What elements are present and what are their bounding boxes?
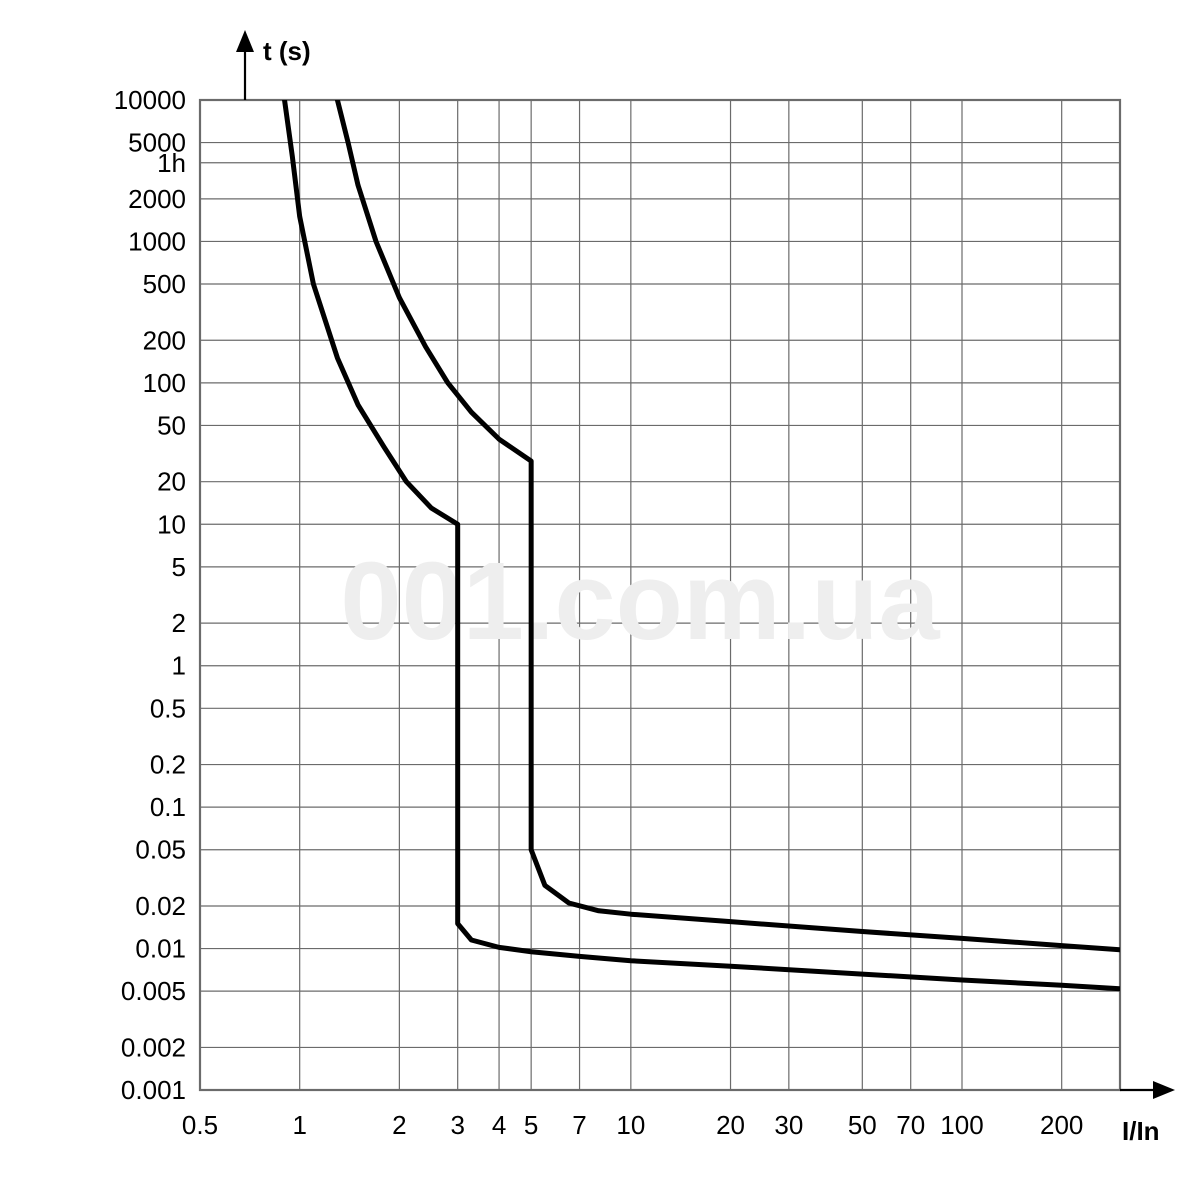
y-tick-label: 2000 — [128, 184, 186, 214]
y-tick-label: 10 — [157, 509, 186, 539]
y-axis-title: t (s) — [263, 36, 311, 66]
x-tick-label: 3 — [450, 1110, 464, 1140]
y-tick-label: 50 — [157, 410, 186, 440]
x-tick-label: 2 — [392, 1110, 406, 1140]
x-axis-title: I/In — [1122, 1116, 1160, 1146]
y-tick-label: 1 — [172, 651, 186, 681]
x-tick-label: 70 — [896, 1110, 925, 1140]
y-tick-label: 0.01 — [135, 934, 186, 964]
y-tick-label: 500 — [143, 269, 186, 299]
y-tick-label: 0.2 — [150, 750, 186, 780]
x-tick-label: 5 — [524, 1110, 538, 1140]
trip-curve-chart: t (s) I/In 0.001 0.002 0.005 0.01 0.02 0.05 0.1 0… — [0, 0, 1200, 1200]
x-tick-label: 100 — [940, 1110, 983, 1140]
x-tick-label: 4 — [492, 1110, 506, 1140]
x-tick-label: 10 — [616, 1110, 645, 1140]
y-tick-label: 5 — [172, 552, 186, 582]
watermark-text: 001.com.ua — [340, 540, 940, 663]
x-tick-label: 0.5 — [182, 1110, 218, 1140]
y-tick-label: 20 — [157, 467, 186, 497]
x-tick-label: 1 — [292, 1110, 306, 1140]
y-tick-label: 0.02 — [135, 891, 186, 921]
y-tick-label: 10000 — [114, 85, 186, 115]
chart-canvas: t (s) I/In 0.001 0.002 0.005 0.01 0.02 0.05 0.1 0… — [0, 0, 1200, 1200]
y-tick-label: 0.005 — [121, 976, 186, 1006]
x-tick-label: 20 — [716, 1110, 745, 1140]
y-tick-label: 2 — [172, 608, 186, 638]
y-tick-label: 0.002 — [121, 1032, 186, 1062]
y-tick-label: 0.5 — [150, 693, 186, 723]
y-tick-label: 0.001 — [121, 1075, 186, 1105]
x-tick-label: 7 — [572, 1110, 586, 1140]
x-tick-label: 50 — [848, 1110, 877, 1140]
y-tick-label: 5000 — [128, 128, 186, 158]
y-tick-label: 100 — [143, 368, 186, 398]
y-tick-label: 1000 — [128, 226, 186, 256]
y-tick-label: 0.05 — [135, 835, 186, 865]
x-tick-label: 200 — [1040, 1110, 1083, 1140]
y-tick-label: 0.1 — [150, 792, 186, 822]
y-tick-label: 200 — [143, 325, 186, 355]
x-tick-label: 30 — [774, 1110, 803, 1140]
